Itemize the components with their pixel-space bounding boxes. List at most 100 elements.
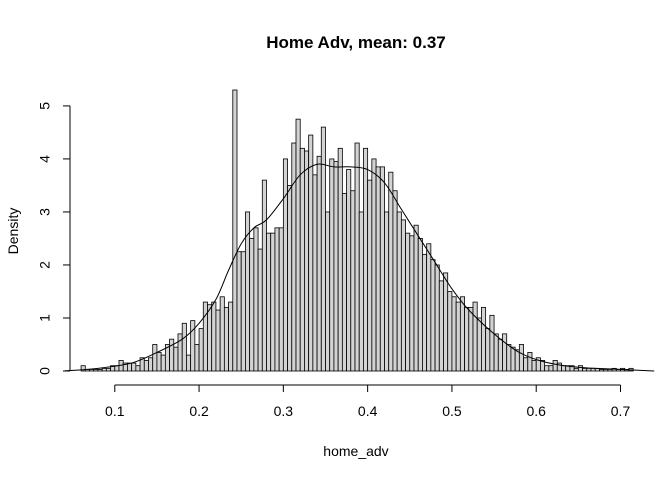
histogram-bar — [160, 354, 166, 372]
histogram-bar — [451, 296, 457, 372]
histogram-bar — [257, 248, 263, 372]
x-tick-label: 0.4 — [358, 403, 378, 419]
histogram-bar — [337, 147, 343, 372]
histogram-bar — [459, 296, 465, 372]
histogram-bar — [198, 328, 204, 372]
histogram-bar — [476, 317, 482, 372]
histogram-bar — [481, 306, 487, 372]
histogram-bar — [236, 251, 242, 372]
histogram-bar — [253, 227, 259, 372]
x-tick-label: 0.5 — [442, 403, 462, 419]
histogram-bar — [101, 367, 107, 372]
histogram-bar — [518, 344, 524, 372]
histogram-bar — [194, 344, 200, 372]
chart-title: Home Adv, mean: 0.37 — [266, 33, 446, 52]
histogram-bar — [371, 158, 377, 372]
x-axis: 0.1 0.2 0.3 0.4 0.5 0.6 0.7 — [105, 384, 631, 419]
histogram-bar — [434, 264, 440, 372]
histogram-bar — [506, 344, 512, 372]
histogram-bar — [472, 301, 478, 372]
histogram-bar — [405, 232, 411, 372]
histogram-bar — [325, 211, 331, 372]
histogram-bar — [497, 338, 503, 372]
histogram-bar — [468, 306, 474, 372]
histogram-bar — [93, 369, 99, 372]
histogram-bar — [249, 238, 255, 372]
histogram-bar — [548, 365, 554, 372]
histogram-bar — [261, 179, 267, 372]
x-tick-label: 0.7 — [611, 403, 631, 419]
histogram-bar — [287, 185, 293, 372]
y-axis-label: Density — [5, 208, 21, 255]
histogram-bar — [80, 365, 86, 372]
histogram-bar — [443, 272, 449, 372]
histogram-bar — [223, 306, 229, 372]
histogram-bar — [510, 346, 516, 372]
density-curve — [64, 163, 655, 372]
histogram-bar — [299, 147, 305, 372]
histogram-bar — [329, 158, 335, 372]
histogram-bar — [455, 301, 461, 372]
histogram-bar — [152, 344, 158, 372]
y-axis: 0 1 2 3 4 5 — [37, 102, 71, 375]
histogram-bar — [105, 367, 111, 372]
histogram-bar — [573, 367, 579, 372]
histogram-bar — [582, 367, 588, 372]
histogram-bar — [367, 179, 373, 372]
histogram-bar — [304, 150, 310, 372]
histogram-bar — [89, 369, 95, 372]
histogram-bar — [523, 357, 529, 372]
histogram-bar — [552, 359, 558, 372]
x-tick-label: 0.6 — [526, 403, 546, 419]
histogram-bar — [346, 169, 352, 372]
histogram-bar — [270, 232, 276, 372]
y-tick-label: 1 — [37, 314, 53, 322]
histogram-bar — [447, 291, 453, 372]
histogram-bar — [586, 367, 592, 372]
x-tick-label: 0.1 — [105, 403, 125, 419]
histogram-bar — [266, 232, 272, 372]
histogram-bar — [599, 369, 605, 372]
histogram-bar — [211, 301, 217, 372]
histogram-bar — [316, 155, 322, 372]
histogram-bar — [156, 352, 162, 372]
histogram-bar — [379, 166, 385, 372]
histogram-bar — [438, 280, 444, 372]
histogram-bar — [308, 134, 314, 372]
histogram-bar — [215, 309, 221, 372]
histogram-bar — [181, 322, 187, 372]
histogram-bar — [384, 211, 390, 372]
histogram-bar — [240, 251, 246, 372]
histogram-bar — [207, 304, 213, 372]
histogram-bar — [312, 174, 318, 372]
histogram-bar — [143, 359, 149, 372]
histogram-bar — [363, 147, 369, 372]
x-tick-label: 0.2 — [189, 403, 209, 419]
histogram-bar — [485, 328, 491, 372]
histogram-bar — [278, 227, 284, 372]
histogram-bar — [561, 365, 567, 372]
x-axis-label: home_adv — [323, 443, 388, 459]
y-tick-label: 5 — [37, 102, 53, 110]
y-tick-label: 2 — [37, 261, 53, 269]
histogram-bar — [350, 190, 356, 372]
histogram-bar — [232, 89, 238, 372]
histogram-bar — [464, 306, 470, 372]
histogram-bar — [219, 296, 225, 372]
histogram-bar — [97, 369, 103, 372]
histogram-bar — [422, 253, 428, 372]
histogram-bar — [291, 142, 297, 372]
histogram-bar — [417, 238, 423, 372]
histogram-bar — [577, 365, 583, 372]
x-tick-label: 0.3 — [274, 403, 294, 419]
y-tick-label: 3 — [37, 208, 53, 216]
histogram-bar — [531, 359, 537, 372]
histogram-bar — [430, 259, 436, 372]
histogram-bar — [341, 192, 347, 372]
histogram-bar — [228, 301, 234, 372]
histogram-bar — [173, 346, 179, 372]
histogram-bar — [409, 235, 415, 372]
histogram-bar — [131, 362, 137, 372]
histogram-bar — [375, 166, 381, 372]
